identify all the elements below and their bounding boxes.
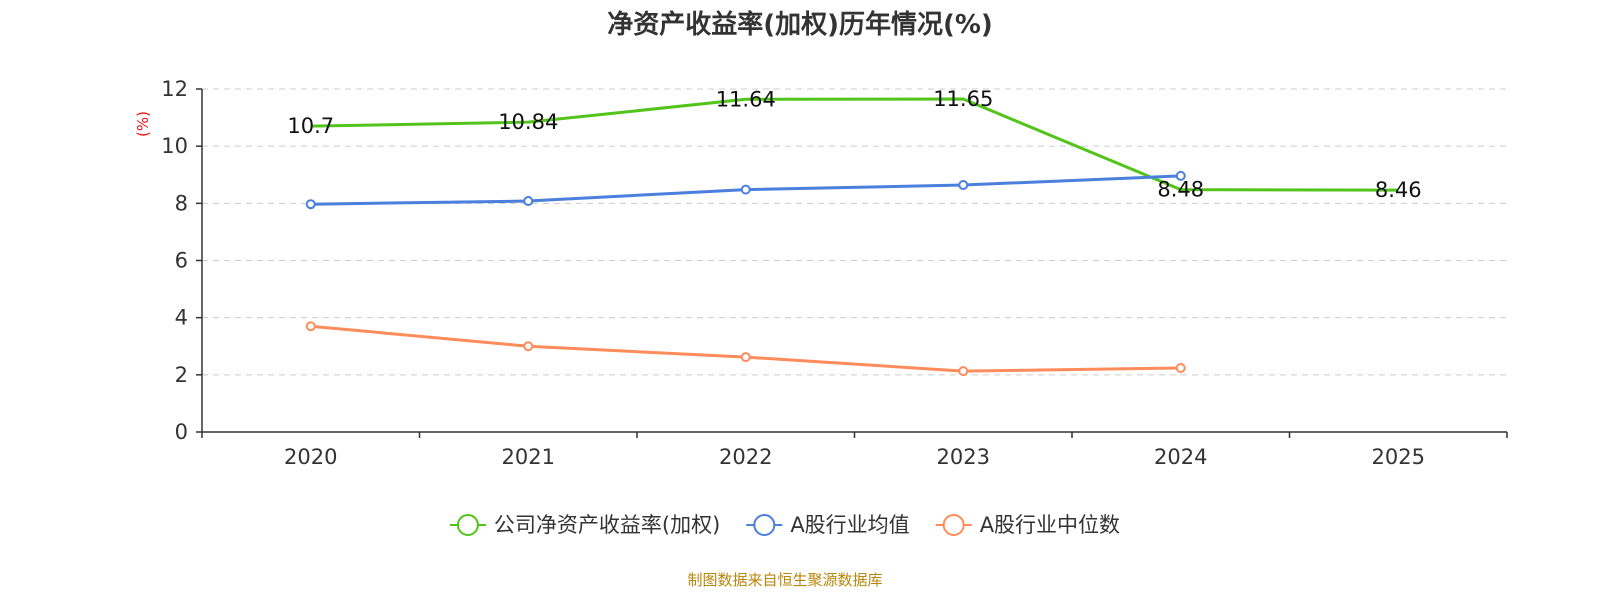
legend-item[interactable]: A股行业中位数 [935,513,1120,537]
data-label: 11.64 [716,87,776,111]
x-tick-label: 2023 [937,445,990,469]
series-line [310,324,1181,373]
legend-label: A股行业均值 [790,513,909,537]
legend-label: 公司净资产收益率(加权) [494,513,720,537]
data-point [958,366,969,377]
data-point [1175,170,1186,181]
data-label: 8.48 [1157,178,1204,202]
y-axis-label: (%) [134,111,152,137]
y-tick-label: 4 [175,306,188,330]
legend-item[interactable]: A股行业均值 [746,513,910,537]
series-line [310,97,1399,192]
source-note: 制图数据来自恒生聚源数据库 [687,571,882,589]
data-labels: 10.7 10.84 11.64 11.65 8.48 8.46 [287,87,1421,202]
x-tick-label: 2020 [284,445,337,469]
x-tick-label: 2022 [719,445,772,469]
data-point [958,180,969,191]
data-point [523,196,534,207]
data-label: 10.7 [287,114,334,138]
data-point [305,321,316,332]
data-point [740,352,751,363]
y-tick-label: 12 [161,77,188,101]
x-tick-label: 2024 [1154,445,1207,469]
legend-circle-icon [456,514,479,536]
data-point [523,341,534,352]
data-point [305,199,316,210]
x-tick-label: 2025 [1372,445,1425,469]
data-label: 11.65 [933,87,993,111]
data-label: 10.84 [498,110,558,134]
data-point [1175,362,1186,373]
data-label: 8.46 [1375,178,1422,202]
legend-circle-icon [942,514,965,536]
y-tick-label: 8 [175,191,188,215]
y-tick-label: 2 [175,363,188,387]
x-tick-label: 2021 [502,445,555,469]
legend-label: A股行业中位数 [980,513,1120,537]
legend-item[interactable]: 公司净资产收益率(加权) [449,513,720,537]
y-tick-label: 0 [175,420,188,444]
y-tick-label: 10 [161,134,188,158]
chart-title: 净资产收益率(加权)历年情况(%) [607,9,993,40]
axes: 0 2 4 6 8 10 12 2020 2021 2022 2023 2024 2025 [161,77,1508,469]
legend: 公司净资产收益率(加权) A股行业均值 A股行业中位数 [449,513,1120,537]
data-point [740,184,751,195]
legend-circle-icon [753,514,776,536]
y-tick-label: 6 [175,249,188,273]
gridlines [202,88,1507,376]
series-layer [305,97,1399,377]
